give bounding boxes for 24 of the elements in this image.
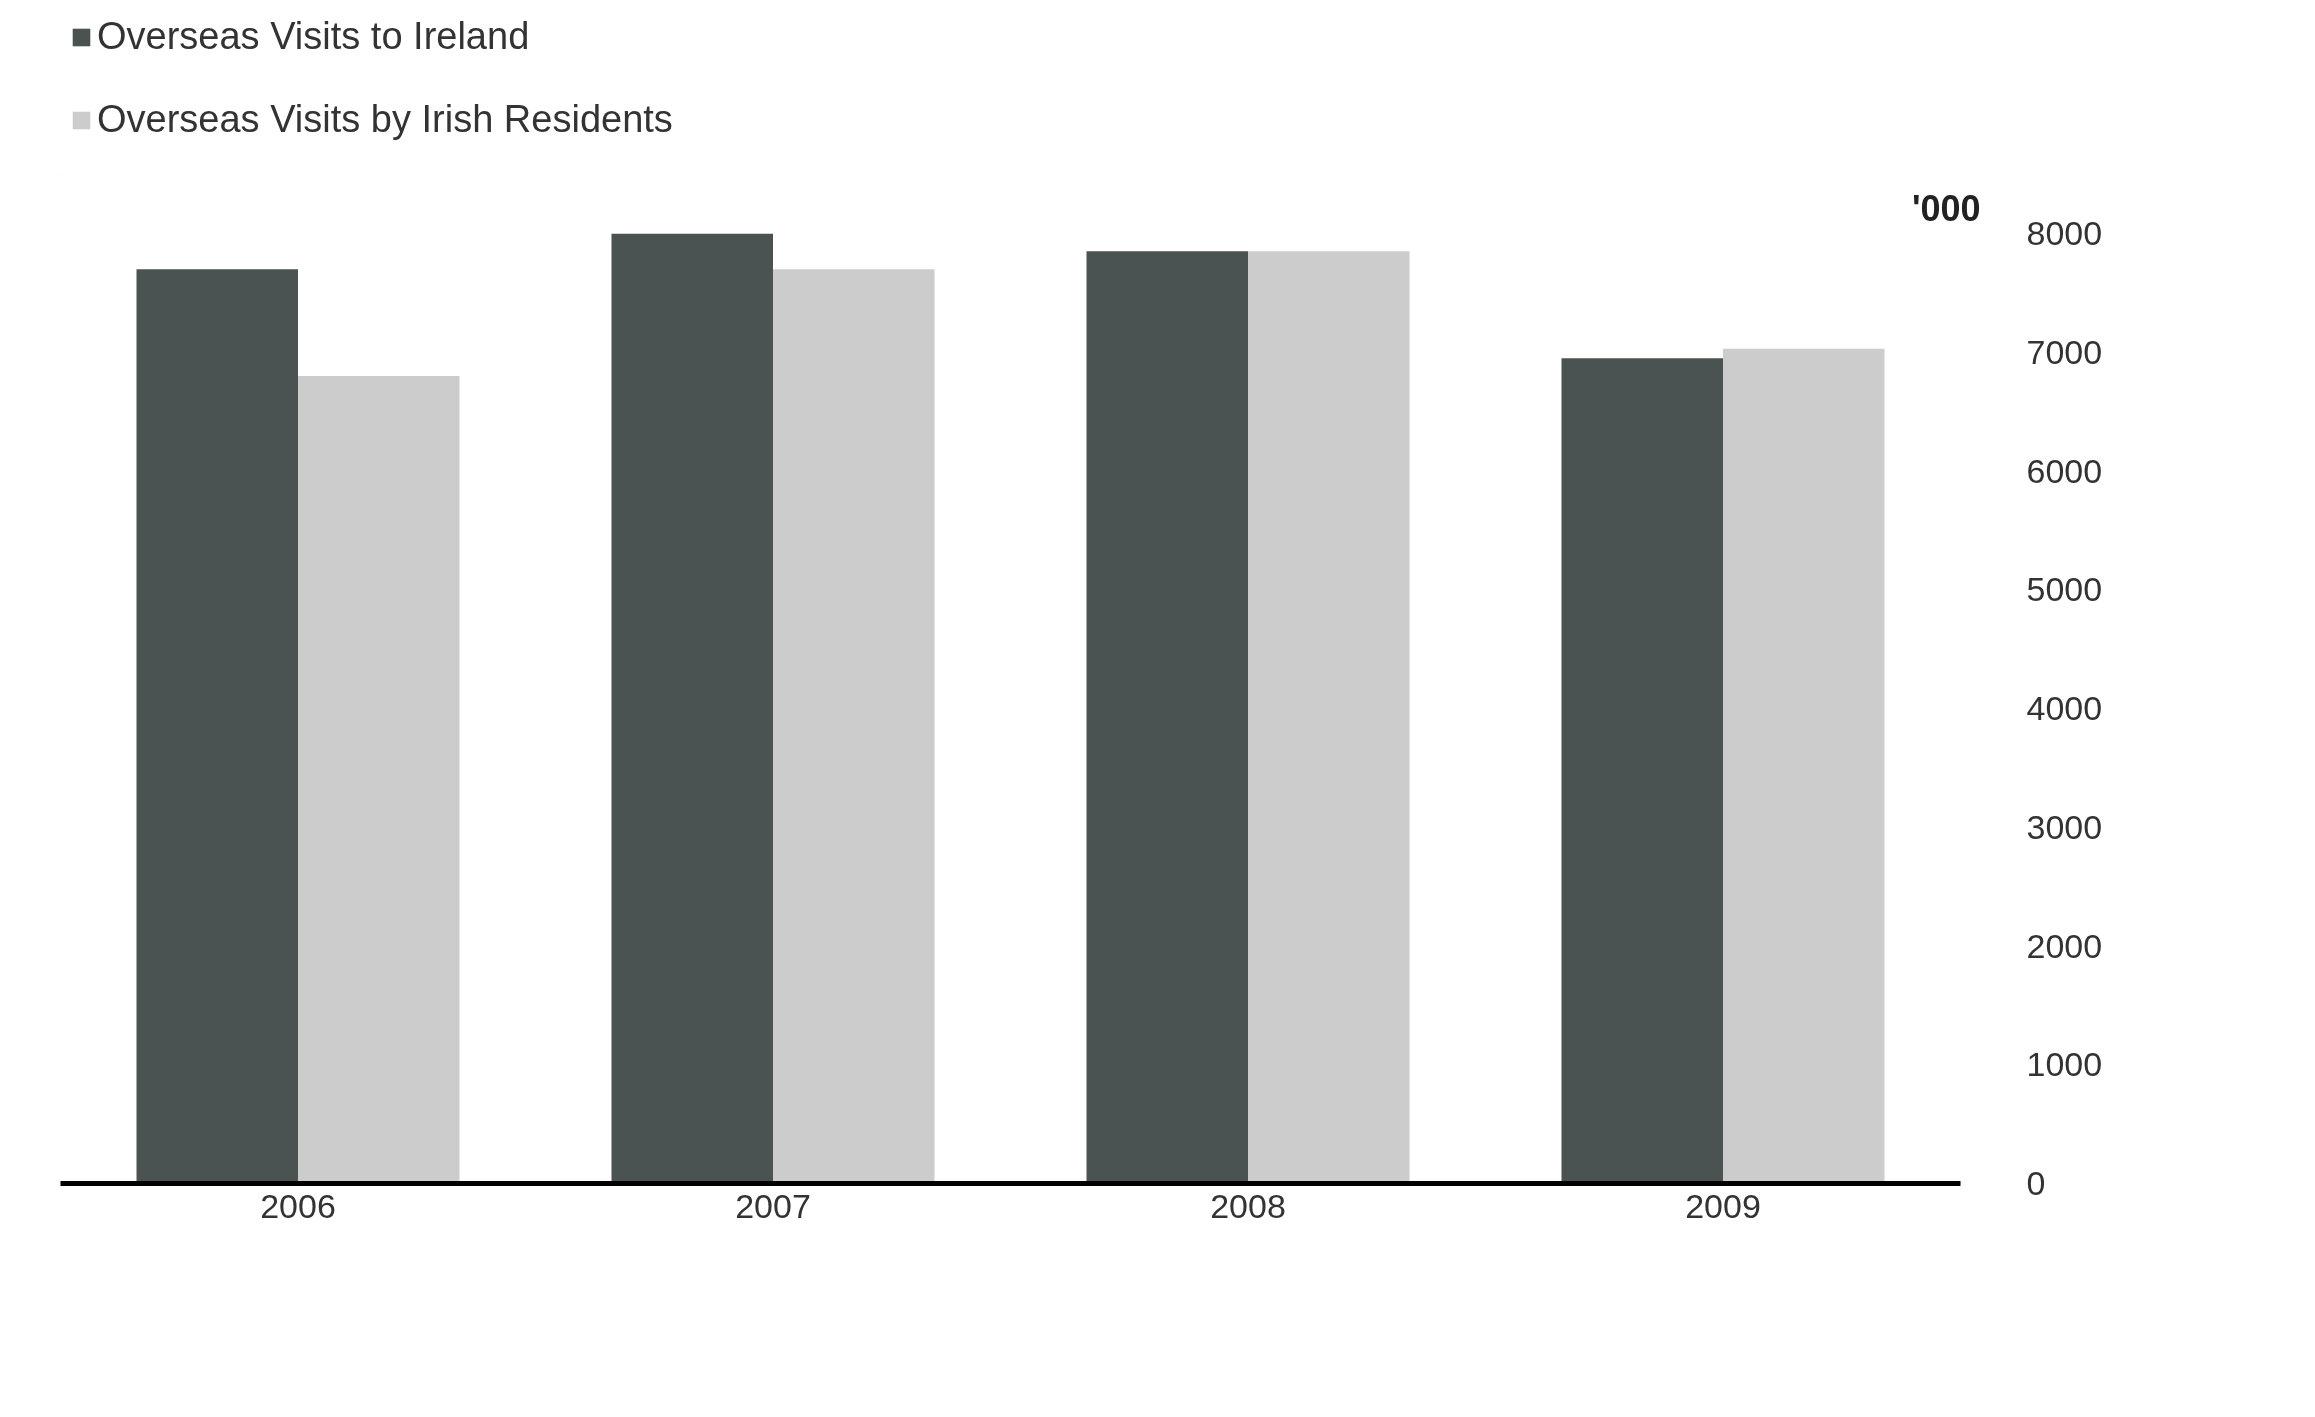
y-tick-label: 0 (2026, 1164, 2046, 1202)
bar (773, 269, 935, 1184)
y-tick-label: 7000 (2026, 332, 2103, 371)
y-tick-label: 3000 (2026, 807, 2103, 846)
bar (298, 376, 460, 1184)
bar (1086, 251, 1248, 1184)
bar (611, 233, 773, 1184)
y-tick-label: 1000 (2026, 1045, 2103, 1084)
y-tick-label: 8000 (2026, 214, 2103, 252)
x-tick-label: 2009 (1685, 1186, 1761, 1225)
y-axis-title: '000 (1911, 187, 1981, 229)
x-tick-label: 2006 (260, 1186, 336, 1225)
y-tick-label: 4000 (2026, 689, 2103, 727)
y-tick-label: 5000 (2026, 570, 2103, 609)
y-tick-label: 6000 (2026, 451, 2103, 490)
x-tick-label: 2008 (1210, 1186, 1286, 1225)
bar (136, 269, 298, 1184)
legend-label: Overseas Visits to Ireland (97, 15, 530, 58)
y-tick-label: 2000 (2026, 926, 2103, 965)
bar (1561, 358, 1723, 1184)
legend-label: Overseas Visits by Irish Residents (97, 98, 673, 141)
bar (1723, 348, 1885, 1184)
bar (1248, 251, 1410, 1184)
x-tick-label: 2007 (735, 1186, 811, 1225)
